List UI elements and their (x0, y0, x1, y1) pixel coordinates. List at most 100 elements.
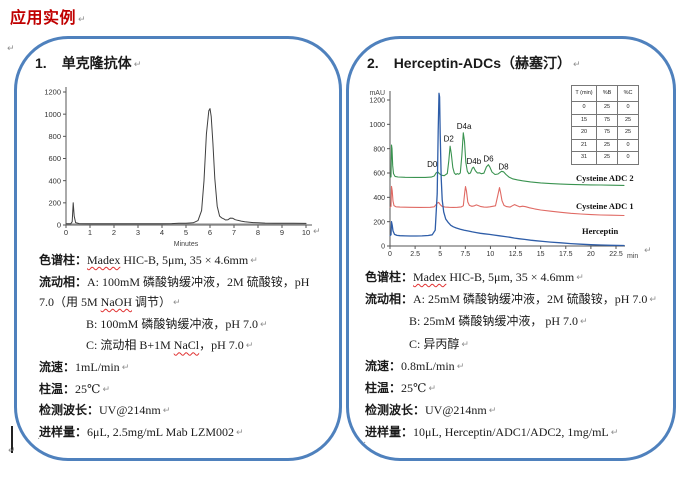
svg-text:D2: D2 (444, 135, 455, 144)
spec-line: 进样量：6μL, 2.5mg/mL Mab LZM002 ↵ (39, 422, 309, 444)
spec-value: 25℃ ↵ (401, 381, 436, 396)
spec-line: 色谱柱：Madex HIC-B, 5μm, 35 × 4.6mm ↵ (39, 250, 309, 272)
svg-text:200: 200 (373, 219, 385, 226)
svg-text:5: 5 (438, 251, 442, 258)
spec-line: C: 异丙醇 ↵ (365, 334, 657, 356)
paragraph-mark: ↵ (461, 339, 469, 350)
spec-line: 柱温：25℃ ↵ (365, 378, 657, 400)
svg-text:1200: 1200 (44, 88, 61, 97)
panel-2-heading: 2. Herceptin-ADCs（赫塞汀） ↵ (367, 53, 581, 73)
page-title: 应用实例 ↵ (10, 4, 86, 28)
spec-line: 流速：1mL/min ↵ (39, 357, 309, 379)
svg-text:6: 6 (208, 228, 212, 237)
svg-text:9: 9 (280, 228, 284, 237)
svg-text:7: 7 (232, 228, 236, 237)
chromatogram-mab-chart: 0 200 400 600 800 1000 1200 0 1 2 3 4 5 6 7 8 9 10 Minutes (44, 87, 312, 248)
spec-line: B: 25mM 磷酸钠缓冲液， pH 7.0 ↵ (365, 311, 657, 333)
paragraph-mark: ↵ (644, 246, 652, 256)
svg-text:200: 200 (48, 198, 61, 207)
paragraph-mark: ↵ (580, 317, 588, 328)
paragraph-mark: ↵ (576, 273, 584, 283)
paragraph-mark: ↵ (573, 60, 581, 70)
panel-1-heading: 1. 单克隆抗体 ↵ (35, 53, 141, 73)
spec-value: 7.0（用 5M NaOH 调节） ↵ (39, 295, 181, 310)
svg-text:4: 4 (160, 228, 164, 237)
spec-value: B: 25mM 磷酸钠缓冲液， pH 7.0 ↵ (409, 314, 588, 329)
paragraph-mark: ↵ (488, 406, 497, 417)
svg-text:17.5: 17.5 (559, 251, 573, 258)
svg-text:15: 15 (537, 251, 545, 258)
spec-line: 色谱柱：Madex HIC-B, 5μm, 35 × 4.6mm ↵ (365, 267, 657, 289)
trace-label: Herceptin (582, 226, 619, 236)
empty-paragraph-mark: · (37, 433, 41, 444)
spec-line: 检测波长：UV@214nm ↵ (365, 400, 657, 422)
panel-2-title: Herceptin-ADCs（赫塞汀） (393, 55, 572, 71)
text-cursor[interactable] (11, 426, 13, 453)
spec-line: B: 100mM 磷酸钠缓冲液，pH 7.0 ↵ (39, 314, 309, 336)
spec-value: C: 流动相 B+1M NaCl，pH 7.0 ↵ (86, 338, 254, 353)
gradient-table-header: T (min) (571, 85, 597, 102)
svg-text:D4b: D4b (467, 157, 482, 166)
gradient-table-cell: 31 (571, 151, 597, 165)
gradient-table-cell: 0 (617, 101, 639, 115)
spec-label: 进样量： (365, 425, 414, 440)
gradient-table-cell: 21 (571, 138, 597, 152)
gradient-table-cell: 0 (617, 151, 639, 165)
svg-text:8: 8 (256, 228, 260, 237)
paragraph-mark: ↵ (456, 361, 465, 372)
spec-line: C: 流动相 B+1M NaCl，pH 7.0 ↵ (39, 335, 309, 357)
paragraph-mark: ↵ (102, 384, 110, 395)
spec-label: 柱温： (365, 381, 402, 396)
spec-value: 1mL/min ↵ (75, 359, 130, 374)
gradient-table-row: 15 75 25 (571, 113, 639, 127)
gradient-table-cell: 25 (596, 101, 618, 115)
svg-text:1000: 1000 (44, 110, 61, 119)
spec-value: UV@214nm ↵ (99, 403, 171, 418)
spec-value: 6μL, 2.5mg/mL Mab LZM002 ↵ (87, 424, 244, 439)
spec-label: 检测波长： (365, 403, 426, 418)
svg-text:5: 5 (184, 228, 188, 237)
svg-text:3: 3 (136, 228, 140, 237)
panel-monoclonal-antibody: 1. 单克隆抗体 ↵ 0 200 400 600 800 1000 1200 0 1 2 3 4 5 6 7 8 9… (14, 36, 342, 461)
svg-text:7.5: 7.5 (460, 251, 470, 258)
svg-text:0: 0 (64, 228, 68, 237)
gradient-table-cell: 15 (571, 113, 597, 127)
svg-text:400: 400 (373, 195, 385, 202)
spec-value: A: 100mM 磷酸钠缓冲液，2M 硫酸铵，pH (87, 274, 310, 289)
misspelled-word: NaOH (100, 295, 132, 310)
svg-text:D8: D8 (498, 162, 509, 171)
panel-1-number: 1. (35, 55, 47, 71)
paragraph-mark: ↵ (162, 406, 171, 417)
svg-text:min: min (627, 253, 638, 260)
svg-text:Minutes: Minutes (174, 241, 199, 248)
spec-line: 流动相：A: 100mM 磷酸钠缓冲液，2M 硫酸铵，pH (39, 272, 309, 293)
gradient-table: T (min) %B %C 0 25 0 15 75 25 20 75 25 21 25 0 31 25 0 (571, 85, 639, 165)
gradient-table-cell: 25 (617, 113, 639, 127)
svg-text:2.5: 2.5 (410, 251, 420, 258)
svg-text:600: 600 (48, 154, 61, 163)
svg-text:mAU: mAU (369, 90, 385, 97)
spec-label: 流速： (39, 359, 76, 374)
svg-text:22.5: 22.5 (609, 251, 623, 258)
svg-text:400: 400 (48, 176, 61, 185)
paragraph-mark: ↵ (649, 295, 657, 306)
trace-label: Cysteine ADC 1 (576, 201, 634, 211)
gradient-table-header: %B (596, 85, 618, 102)
paragraph-mark: ↵ (245, 341, 254, 352)
paragraph-mark: ↵ (236, 427, 244, 438)
paragraph-mark: ↵ (173, 298, 181, 309)
gradient-table-cell: 25 (596, 151, 618, 165)
gradient-table-cell: 0 (617, 138, 639, 152)
panel-herceptin-adcs: 2. Herceptin-ADCs（赫塞汀） ↵ 0 200 400 600 800 1000… (346, 36, 676, 461)
spec-label: 进样量： (39, 424, 88, 439)
panel-2-number: 2. (367, 55, 379, 71)
spec-label: 检测波长： (39, 403, 100, 418)
trace-label: Cysteine ADC 2 (576, 173, 634, 183)
gradient-table-cell: 75 (596, 113, 618, 127)
spec-line: 柱温：25℃ ↵ (39, 379, 309, 401)
spec-value: 0.8mL/min ↵ (401, 358, 465, 373)
paragraph-mark: ↵ (428, 384, 436, 395)
gradient-table-cell: 20 (571, 126, 597, 140)
spec-value: C: 异丙醇 ↵ (409, 336, 469, 351)
